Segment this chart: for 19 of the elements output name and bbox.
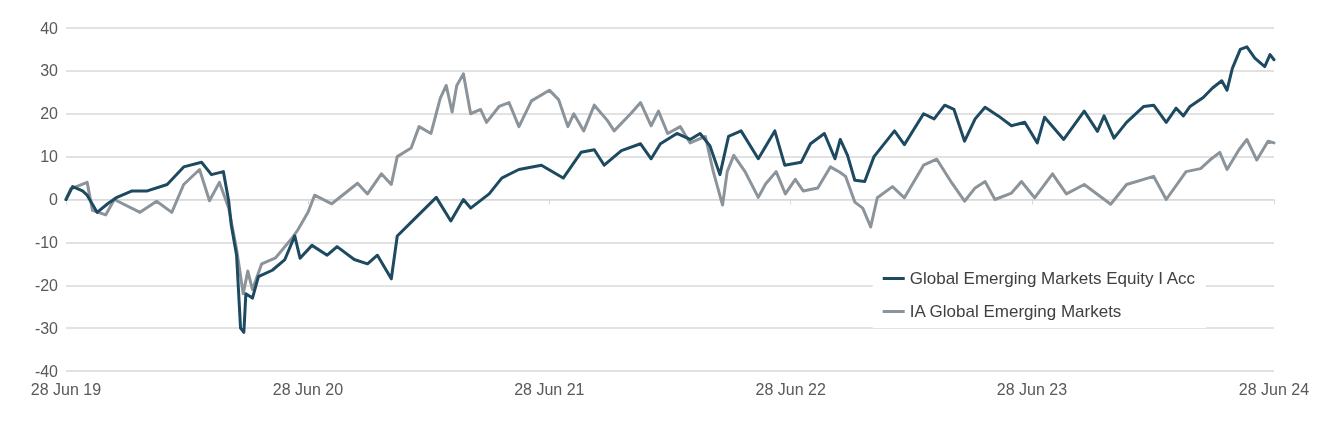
x-tick-label: 28 Jun 22 xyxy=(755,380,826,398)
y-tick-label: -20 xyxy=(34,276,59,294)
line-series xyxy=(64,45,1276,334)
y-tick-label: 40 xyxy=(40,19,59,37)
y-tick-label: -40 xyxy=(34,362,59,380)
x-tick-label: 28 Jun 20 xyxy=(272,380,344,398)
x-tick-label: 28 Jun 19 xyxy=(30,380,102,398)
line-series xyxy=(64,72,1276,296)
legend-label: Global Emerging Markets Equity I Acc xyxy=(909,269,1196,288)
y-tick-label: -10 xyxy=(34,233,59,251)
y-tick-label: 0 xyxy=(49,191,59,208)
y-tick-label: 20 xyxy=(40,105,59,123)
legend-label: IA Global Emerging Markets xyxy=(909,302,1122,321)
y-tick-label: -30 xyxy=(34,319,59,337)
x-tick-label: 28 Jun 23 xyxy=(996,380,1068,398)
y-tick-label: 10 xyxy=(40,148,59,166)
x-tick-label: 28 Jun 21 xyxy=(514,380,585,398)
x-tick-label: 28 Jun 24 xyxy=(1238,380,1310,398)
y-tick-label: 30 xyxy=(40,62,59,80)
